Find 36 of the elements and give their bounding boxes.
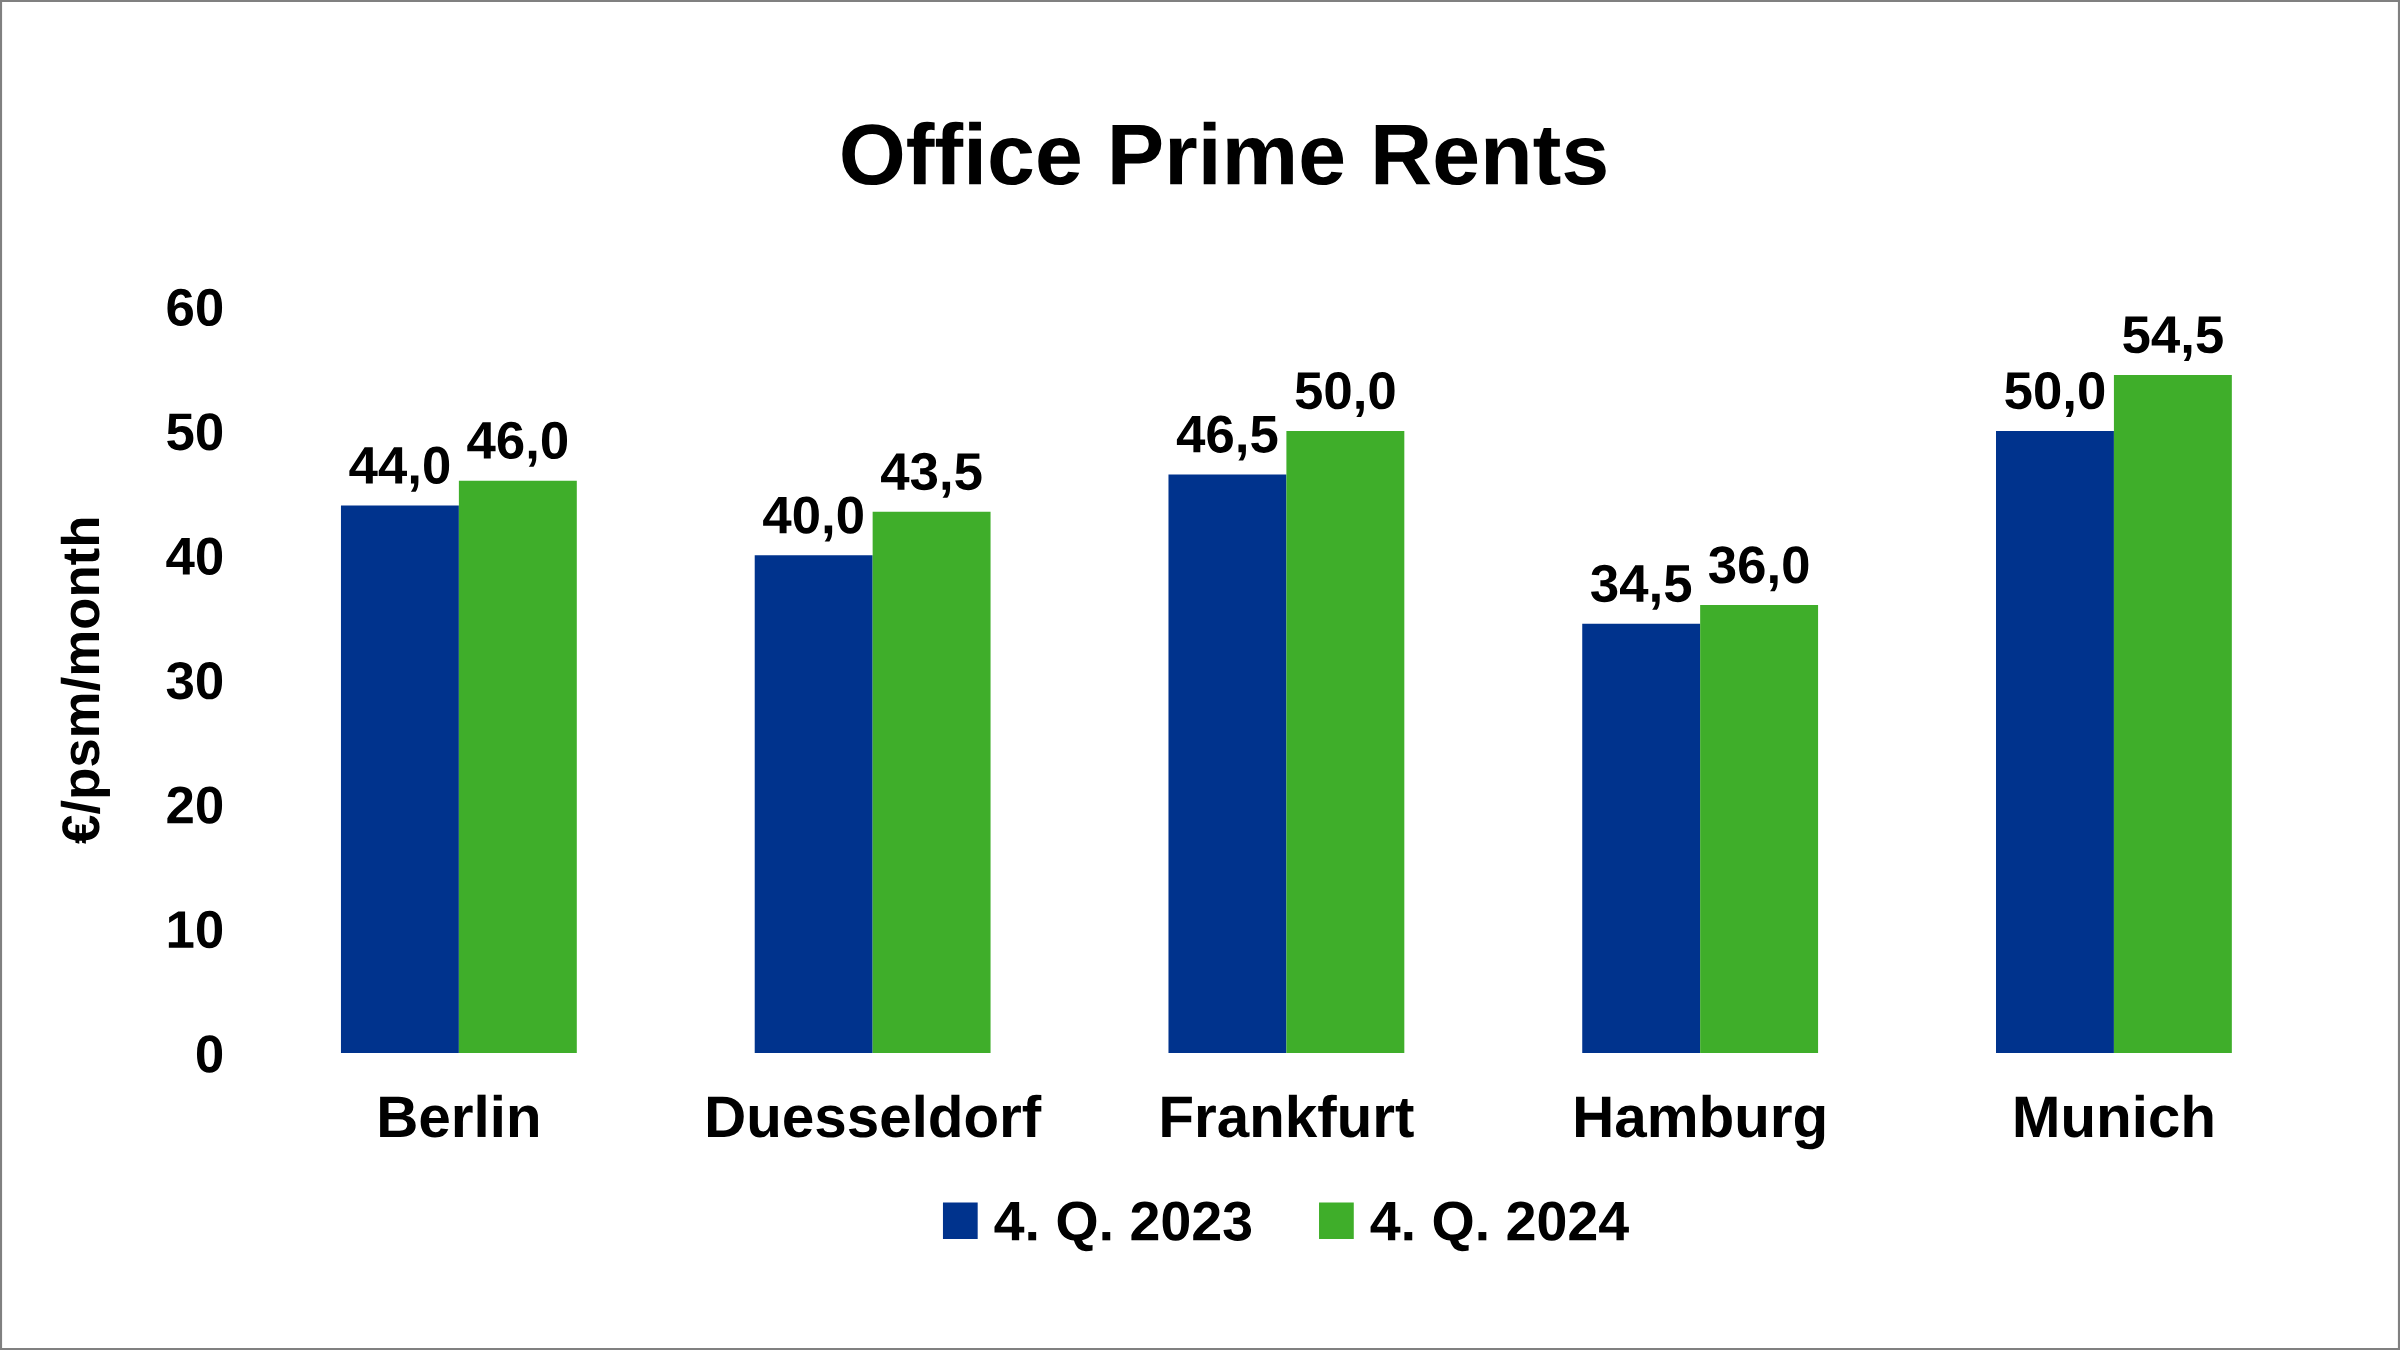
data-label: 36,0 <box>1708 546 1809 592</box>
chart-title: Office Prime Rents <box>842 121 1606 186</box>
bar <box>1700 605 1819 1053</box>
data-label: 50,0 <box>2005 371 2105 417</box>
bar <box>754 555 873 1053</box>
legend-label: 4. Q. 2023 <box>994 1201 1252 1252</box>
y-tick-label: 50 <box>167 413 223 451</box>
data-label: 40,0 <box>763 496 863 542</box>
bar <box>1582 623 1701 1053</box>
y-tick-label: 10 <box>168 910 223 949</box>
bar <box>1168 474 1287 1053</box>
data-label: 44,0 <box>349 446 450 492</box>
bar <box>340 505 459 1053</box>
y-tick-label: 40 <box>166 537 223 575</box>
bar <box>872 511 991 1053</box>
y-tick-label: 20 <box>167 786 223 824</box>
bar <box>1286 430 1405 1053</box>
bar <box>458 480 577 1053</box>
bar <box>2113 374 2232 1053</box>
x-tick-label: Berlin <box>380 1094 538 1138</box>
data-label: 34,5 <box>1591 564 1692 610</box>
x-tick-label: Duesseldorf <box>707 1094 1042 1138</box>
x-tick-label: Hamburg <box>1576 1094 1825 1150</box>
y-tick-label: 30 <box>166 661 223 700</box>
data-label: 54,5 <box>2123 316 2223 361</box>
y-axis-title: €/psm/month <box>60 518 110 844</box>
data-label: 46,5 <box>1176 415 1278 461</box>
y-tick-label: 0 <box>196 1035 223 1073</box>
y-tick-label: 60 <box>167 288 223 327</box>
data-label: 43,5 <box>881 452 982 498</box>
bar <box>1996 430 2114 1053</box>
legend-label: 4. Q. 2024 <box>1370 1201 1629 1252</box>
data-label: 46,0 <box>467 421 568 467</box>
data-label: 50,0 <box>1295 371 1395 417</box>
x-tick-label: Munich <box>2015 1094 2213 1138</box>
x-tick-label: Frankfurt <box>1162 1094 1414 1138</box>
